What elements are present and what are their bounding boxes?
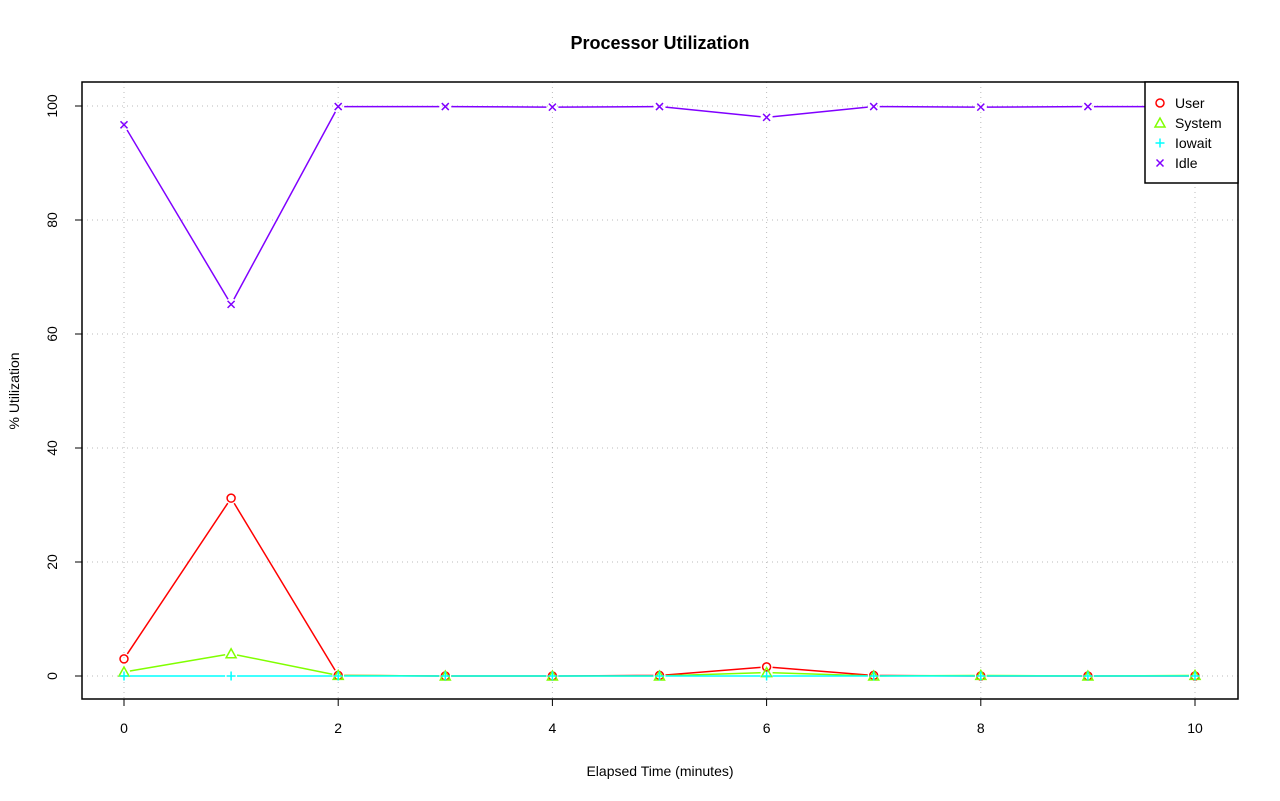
series-line-segment bbox=[986, 105, 1082, 108]
data-point bbox=[224, 647, 238, 659]
data-point bbox=[1190, 671, 1200, 681]
data-point bbox=[976, 103, 985, 112]
x-axis-label: Elapsed Time (minutes) bbox=[586, 763, 733, 779]
data-point bbox=[334, 102, 343, 111]
x-tick-label: 0 bbox=[120, 720, 128, 736]
y-tick-label: 40 bbox=[44, 440, 60, 456]
data-point bbox=[333, 671, 343, 681]
chart-title: Processor Utilization bbox=[570, 33, 749, 53]
y-tick-label: 100 bbox=[44, 94, 60, 118]
x-tick-label: 2 bbox=[334, 720, 342, 736]
series-line-segment bbox=[772, 106, 868, 118]
legend: User System Iowait Idle bbox=[1144, 81, 1239, 184]
series-user bbox=[119, 493, 1200, 681]
data-point bbox=[655, 102, 664, 111]
legend-label: System bbox=[1175, 115, 1222, 131]
legend-marker-user bbox=[1155, 98, 1165, 108]
series-line-segment bbox=[558, 105, 654, 108]
data-point bbox=[441, 102, 450, 111]
series-line-segment bbox=[665, 666, 761, 676]
y-axis-label: % Utilization bbox=[6, 352, 22, 429]
series-line-segment bbox=[451, 105, 547, 108]
data-point bbox=[119, 120, 129, 129]
data-point bbox=[548, 103, 557, 112]
series-line-segment bbox=[129, 654, 226, 672]
grid-lines bbox=[82, 82, 1238, 699]
data-point bbox=[119, 654, 129, 664]
series-line-segment bbox=[879, 105, 975, 108]
series-line-segment bbox=[233, 111, 337, 300]
data-point bbox=[976, 671, 986, 681]
x-tick-label: 4 bbox=[549, 720, 557, 736]
series-line-segment bbox=[772, 666, 868, 676]
data-point bbox=[226, 671, 236, 681]
series-line-segment bbox=[665, 106, 761, 118]
data-point bbox=[226, 493, 236, 503]
y-tick-label: 60 bbox=[44, 326, 60, 342]
data-point bbox=[547, 671, 557, 681]
data-point bbox=[1083, 671, 1093, 681]
legend-label: Idle bbox=[1175, 155, 1198, 171]
y-tick-label: 0 bbox=[44, 672, 60, 680]
legend-label: User bbox=[1175, 95, 1205, 111]
series-line-segment bbox=[236, 654, 333, 675]
data-point bbox=[1083, 102, 1092, 111]
series-line-segment bbox=[126, 502, 229, 655]
data-point bbox=[869, 102, 878, 111]
x-tick-label: 6 bbox=[763, 720, 771, 736]
series-iowait bbox=[119, 671, 1200, 681]
legend-marker-iowait bbox=[1155, 138, 1165, 148]
x-tick-label: 10 bbox=[1187, 720, 1203, 736]
data-point bbox=[761, 662, 772, 672]
series-idle bbox=[119, 102, 1200, 309]
legend-label: Iowait bbox=[1175, 135, 1212, 151]
series-layer bbox=[117, 102, 1202, 681]
x-tick-label: 8 bbox=[977, 720, 985, 736]
data-point bbox=[655, 671, 664, 681]
data-point bbox=[762, 113, 771, 122]
data-point bbox=[119, 671, 129, 681]
data-point bbox=[762, 671, 772, 681]
series-line-segment bbox=[233, 502, 336, 671]
legend-marker-system bbox=[1153, 116, 1167, 128]
series-line-segment bbox=[126, 129, 229, 300]
y-tick-label: 80 bbox=[44, 212, 60, 228]
plot-frame bbox=[81, 81, 1239, 700]
y-tick-label: 20 bbox=[44, 554, 60, 570]
data-point bbox=[440, 671, 450, 681]
legend-marker-idle bbox=[1155, 158, 1165, 168]
data-point bbox=[869, 671, 879, 681]
data-point bbox=[227, 300, 236, 309]
